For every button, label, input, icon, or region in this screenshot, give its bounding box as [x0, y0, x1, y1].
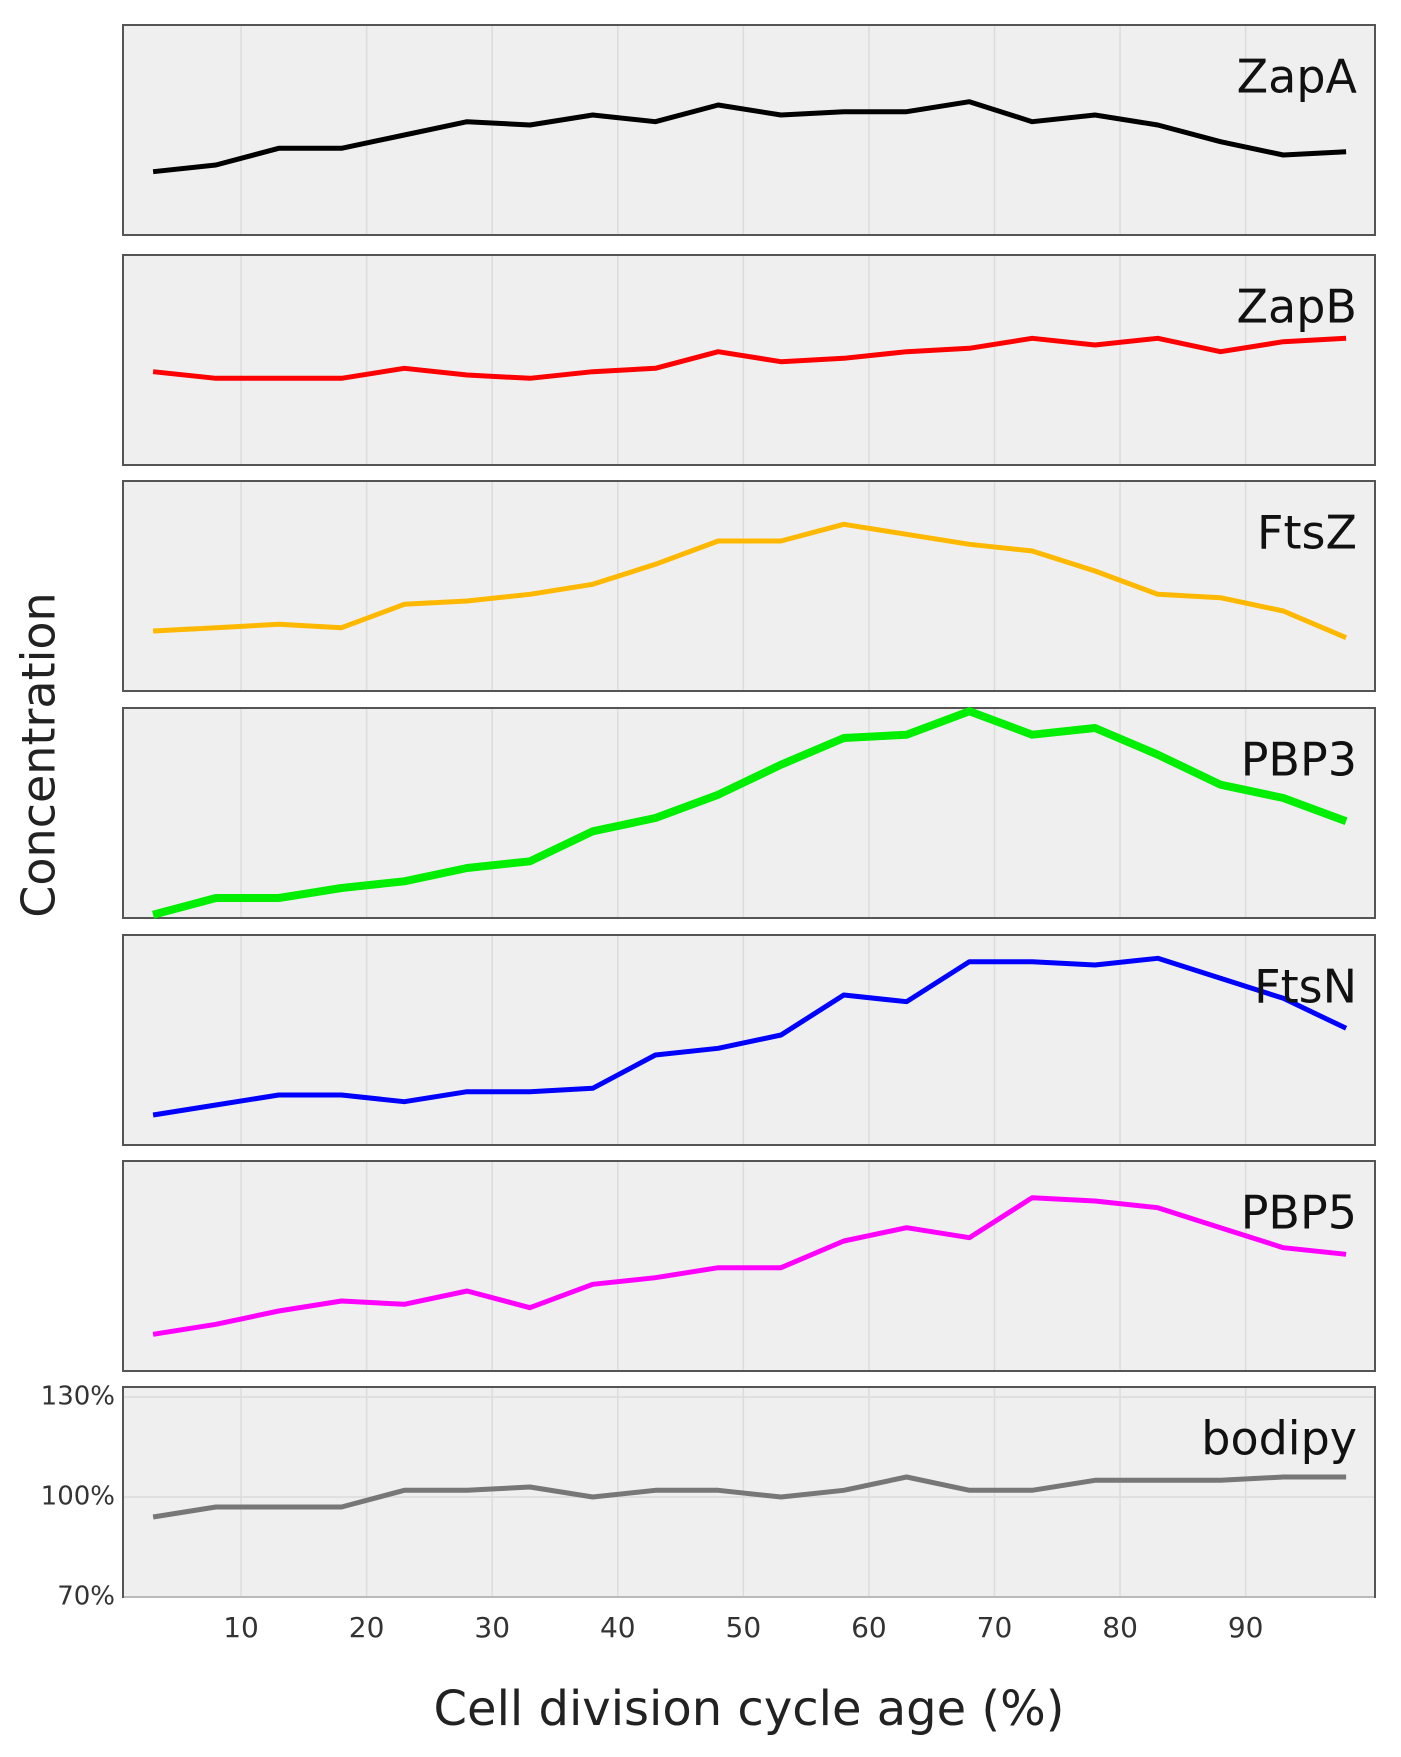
panel-background	[122, 254, 1376, 466]
x-tick-label: 30	[474, 1611, 510, 1644]
y-tick-label: 70%	[57, 1582, 115, 1612]
data-line	[152, 1195, 1347, 1337]
panel-background	[122, 480, 1376, 692]
data-line	[152, 521, 1348, 641]
y-axis-label: Concentration	[12, 592, 66, 917]
data-line	[152, 1474, 1347, 1520]
x-tick-label: 60	[851, 1611, 887, 1644]
data-line	[152, 99, 1347, 175]
x-tick-label: 40	[600, 1611, 636, 1644]
panel-label: ZapB	[1237, 280, 1357, 334]
x-tick-label: 90	[1228, 1611, 1264, 1644]
panel-label: FtsZ	[1257, 506, 1357, 560]
x-axis-label: Cell division cycle age (%)	[434, 1681, 1065, 1737]
x-tick-label: 80	[1102, 1611, 1138, 1644]
y-tick-label: 100%	[41, 1482, 115, 1512]
y-tick-label: 130%	[41, 1382, 115, 1412]
data-line	[152, 335, 1347, 381]
x-tick-label: 10	[223, 1611, 259, 1644]
panel-label: bodipy	[1201, 1412, 1357, 1466]
panel-label: PBP5	[1241, 1186, 1357, 1240]
x-tick-label: 50	[726, 1611, 762, 1644]
x-tick-label: 20	[349, 1611, 385, 1644]
panel-label: FtsN	[1254, 960, 1357, 1014]
x-tick-label: 70	[977, 1611, 1013, 1644]
panel-background	[122, 24, 1376, 236]
data-line	[152, 955, 1348, 1118]
panel-label: PBP3	[1241, 733, 1357, 787]
panel-background	[122, 707, 1376, 919]
data-line	[152, 707, 1348, 919]
panel-label: ZapA	[1237, 50, 1358, 104]
